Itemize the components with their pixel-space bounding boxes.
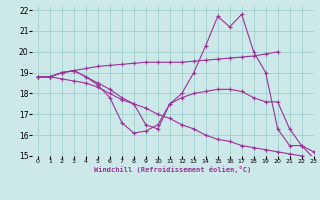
X-axis label: Windchill (Refroidissement éolien,°C): Windchill (Refroidissement éolien,°C) bbox=[94, 166, 252, 173]
